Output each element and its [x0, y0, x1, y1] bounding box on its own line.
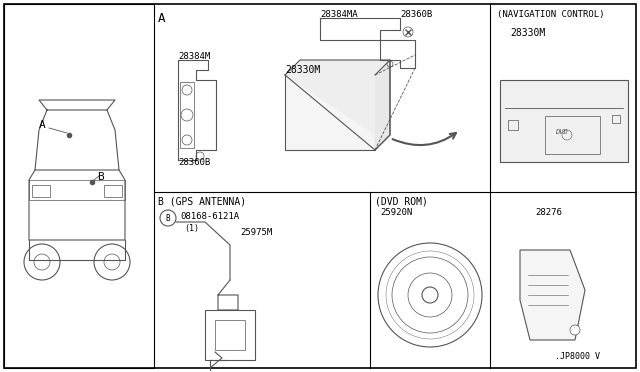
Text: (NAVIGATION CONTROL): (NAVIGATION CONTROL) [497, 10, 605, 19]
Polygon shape [520, 250, 585, 340]
Bar [285, 75, 375, 150]
Text: B: B [165, 214, 170, 222]
Text: .JP8000 V: .JP8000 V [555, 352, 600, 361]
Bar [500, 80, 628, 162]
Text: 25920N: 25920N [380, 208, 412, 217]
Text: 28330M: 28330M [285, 65, 320, 75]
Bar [508, 120, 518, 130]
Polygon shape [375, 60, 390, 150]
Text: 28330M: 28330M [510, 28, 545, 38]
Text: 28360B: 28360B [178, 158, 211, 167]
Text: 28360B: 28360B [400, 10, 432, 19]
Text: B (GPS ANTENNA): B (GPS ANTENNA) [158, 196, 246, 206]
Bar [32, 185, 50, 197]
Bar [612, 115, 620, 123]
Bar [104, 185, 122, 197]
Text: 28276: 28276 [535, 208, 562, 217]
Text: 28384MA: 28384MA [320, 10, 358, 19]
Bar [180, 82, 194, 148]
Text: A: A [39, 120, 45, 130]
Text: 28384M: 28384M [178, 52, 211, 61]
Bar [545, 116, 600, 154]
Text: 25975M: 25975M [240, 228, 272, 237]
Text: B: B [97, 172, 104, 182]
Bar [215, 320, 245, 350]
Polygon shape [285, 60, 390, 135]
Bar [4, 4, 154, 368]
Text: DVD: DVD [555, 129, 568, 135]
Text: (DVD ROM): (DVD ROM) [375, 196, 428, 206]
Bar [205, 310, 255, 360]
Text: 08168-6121A: 08168-6121A [180, 212, 239, 221]
Text: A: A [158, 12, 166, 25]
Circle shape [570, 325, 580, 335]
Text: (1): (1) [184, 224, 199, 233]
